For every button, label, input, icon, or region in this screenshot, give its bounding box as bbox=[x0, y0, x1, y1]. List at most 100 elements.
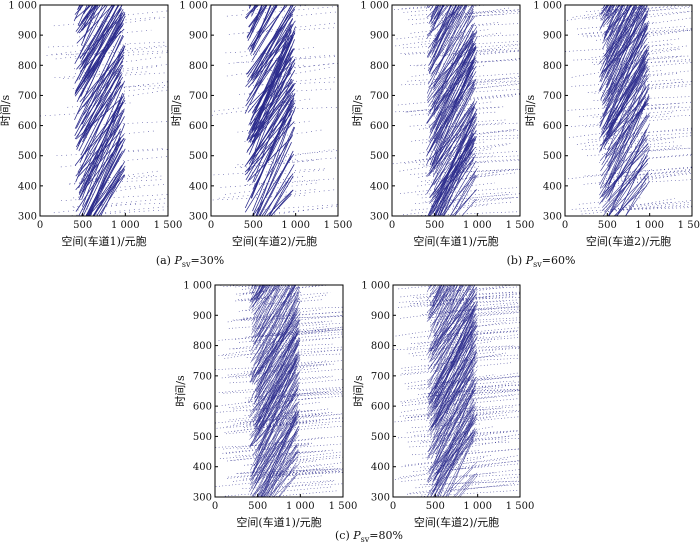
trajectory-dots bbox=[235, 160, 317, 168]
trajectory-line bbox=[433, 116, 478, 186]
trajectory-line bbox=[435, 285, 455, 308]
trajectory-dots bbox=[398, 300, 505, 308]
trajectory-line bbox=[431, 388, 476, 443]
trajectory-dots bbox=[580, 205, 692, 212]
trajectory-line bbox=[604, 5, 621, 21]
trajectory-line bbox=[429, 341, 473, 400]
trajectory-line bbox=[250, 85, 294, 146]
trajectory-line bbox=[445, 467, 474, 497]
trajectory-dots bbox=[424, 456, 486, 470]
trajectory-line bbox=[251, 333, 298, 396]
trajectory-dots bbox=[602, 43, 671, 54]
trajectory-line bbox=[253, 285, 272, 305]
trajectory-dots bbox=[434, 330, 520, 336]
trajectory-dots bbox=[407, 72, 520, 82]
trajectory-line bbox=[599, 5, 635, 78]
trajectory-line bbox=[256, 371, 300, 450]
trajectory-line bbox=[428, 5, 454, 58]
trajectory-line bbox=[600, 14, 647, 78]
trajectory-dots bbox=[235, 368, 343, 379]
trajectory-line bbox=[82, 104, 122, 207]
trajectory-line bbox=[253, 401, 300, 447]
trajectory-dots bbox=[239, 333, 343, 343]
trajectory-line bbox=[250, 285, 279, 343]
x-tick-label: 0 bbox=[562, 220, 568, 231]
trajectory-dots bbox=[608, 70, 692, 80]
trajectory-dots bbox=[63, 72, 168, 79]
trajectory-line bbox=[454, 189, 477, 216]
trajectory-line bbox=[447, 432, 476, 497]
trajectory-line bbox=[435, 87, 475, 154]
trajectory-dots bbox=[232, 469, 343, 482]
y-tick-label: 700 bbox=[189, 91, 208, 102]
trajectory-line bbox=[602, 5, 644, 64]
trajectory-dots bbox=[260, 466, 334, 479]
trajectory-dots bbox=[422, 306, 520, 315]
trajectory-line bbox=[435, 392, 475, 455]
trajectory-dots bbox=[223, 387, 343, 394]
trajectory-line bbox=[253, 359, 301, 426]
trajectory-line bbox=[433, 285, 458, 334]
trajectory-dots bbox=[86, 209, 168, 216]
trajectory-dots bbox=[233, 337, 301, 350]
trajectory-dots bbox=[218, 349, 343, 356]
trajectory-line bbox=[427, 285, 448, 317]
trajectory-line bbox=[432, 5, 444, 30]
trajectory-line bbox=[606, 5, 628, 48]
trajectory-line bbox=[76, 5, 114, 81]
trajectory-line bbox=[606, 49, 648, 107]
trajectory-dots bbox=[223, 436, 323, 450]
x-tick-label: 1 000 bbox=[635, 220, 664, 231]
y-tick-label: 700 bbox=[18, 91, 37, 102]
trajectory-line bbox=[429, 334, 475, 404]
trajectory-line bbox=[428, 302, 475, 384]
trajectory-line bbox=[248, 82, 296, 165]
trajectory-dots bbox=[594, 85, 690, 94]
trajectory-line bbox=[78, 5, 97, 27]
trajectories bbox=[40, 5, 168, 216]
trajectory-line bbox=[599, 5, 635, 83]
trajectory-line bbox=[605, 5, 632, 52]
trajectory-dots bbox=[399, 406, 513, 417]
trajectory-dots bbox=[614, 198, 675, 210]
x-axis-label: 空间(车道1)/元胞 bbox=[236, 515, 321, 529]
trajectory-line bbox=[607, 34, 646, 95]
y-tick-label: 900 bbox=[543, 31, 562, 42]
trajectory-line bbox=[432, 431, 476, 497]
trajectory-line bbox=[426, 5, 440, 18]
trajectory-dots bbox=[430, 9, 520, 17]
trajectory-dots bbox=[451, 460, 520, 470]
trajectory-dots bbox=[405, 48, 501, 55]
trajectory-dots bbox=[447, 150, 520, 157]
y-tick-label: 300 bbox=[18, 212, 37, 223]
trajectory-dots bbox=[220, 285, 226, 286]
trajectory-dots bbox=[224, 347, 285, 359]
trajectory-line bbox=[600, 115, 648, 177]
trajectory-line bbox=[428, 5, 463, 75]
trajectory-line bbox=[599, 103, 649, 161]
trajectory-dots bbox=[587, 32, 660, 38]
trajectory-line bbox=[252, 32, 296, 114]
trajectory-line bbox=[251, 450, 300, 497]
trajectory-dots bbox=[395, 106, 501, 113]
trajectory-line bbox=[604, 5, 636, 57]
trajectory-line bbox=[256, 319, 301, 386]
trajectory-line bbox=[432, 138, 476, 194]
trajectory-line bbox=[599, 25, 646, 128]
trajectory-line bbox=[607, 14, 647, 120]
trajectory-dots bbox=[404, 155, 494, 164]
trajectory-line bbox=[248, 297, 300, 404]
trajectory-line bbox=[248, 39, 293, 96]
trajectory-line bbox=[426, 285, 437, 302]
trajectory-line bbox=[78, 64, 124, 152]
trajectory-dots bbox=[573, 55, 692, 61]
trajectory-dots bbox=[429, 296, 520, 302]
x-tick-label: 0 bbox=[37, 220, 43, 231]
x-tick-label: 0 bbox=[389, 220, 395, 231]
trajectory-line bbox=[250, 8, 295, 80]
trajectory-dots bbox=[431, 416, 491, 428]
trajectory-line bbox=[256, 356, 297, 443]
trajectory-line bbox=[256, 285, 267, 300]
trajectory-dots bbox=[251, 361, 315, 369]
x-axis-label: 空间(车道2)/元胞 bbox=[414, 515, 499, 529]
